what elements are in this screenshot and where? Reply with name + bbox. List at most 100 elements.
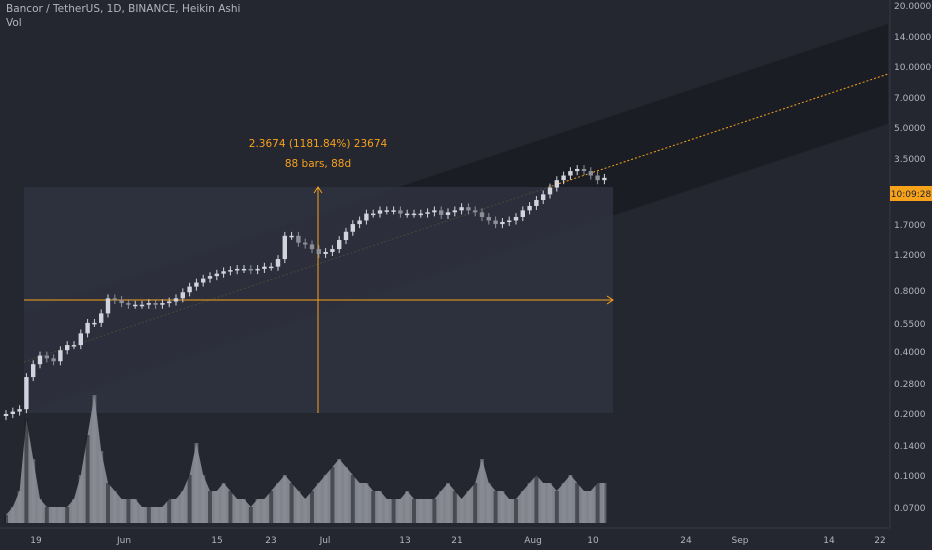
price-tick-label: 0.1400	[894, 442, 926, 452]
candle-body	[214, 273, 219, 277]
volume-bar	[133, 499, 138, 523]
volume-bar	[160, 507, 165, 523]
candle-body	[391, 210, 396, 212]
volume-bar	[38, 499, 42, 523]
volume-bar	[174, 499, 178, 523]
price-tick-label: 0.4000	[894, 348, 926, 358]
candle-body	[235, 268, 240, 271]
measure-label-change: 2.3674 (1181.84%) 23674	[249, 138, 388, 150]
volume-bar	[262, 499, 267, 523]
volume-bar	[282, 475, 287, 523]
candle-body	[255, 268, 260, 271]
volume-bar	[310, 491, 314, 523]
candle-body	[323, 251, 328, 254]
candle-body	[207, 276, 213, 279]
volume-bar	[561, 483, 566, 523]
volume-bar	[344, 467, 348, 523]
volume-bar	[10, 507, 15, 523]
volume-bar	[4, 515, 8, 523]
candle-body	[459, 207, 464, 211]
volume-bar	[473, 483, 478, 523]
volume-bar	[201, 475, 206, 523]
volume-bar	[303, 499, 308, 523]
price-tick-label: 0.8000	[894, 287, 926, 297]
candle-body	[316, 249, 321, 254]
volume-bar	[296, 491, 301, 523]
time-axis[interactable]: 19 Jun 15 23 Jul 13 21 Aug 10 24 Sep 14 22	[30, 536, 885, 546]
volume-bar	[412, 499, 416, 523]
candle-body	[425, 212, 430, 214]
volume-bar	[72, 499, 76, 523]
candle-body	[228, 270, 233, 272]
volume-bar	[126, 499, 131, 523]
candle-body	[262, 266, 267, 269]
candle-body	[71, 345, 77, 347]
candle-body	[364, 213, 369, 221]
volume-bar	[439, 491, 444, 523]
candle-body	[58, 350, 63, 362]
volume-bar	[568, 475, 573, 523]
candle-body	[201, 278, 206, 283]
volume-bar	[194, 443, 199, 523]
volume-bar	[146, 507, 151, 523]
time-tick-label: 23	[265, 536, 276, 546]
candle-body	[309, 244, 315, 250]
candle-body	[493, 220, 498, 225]
time-tick-label: 15	[211, 536, 222, 546]
candle-body	[194, 282, 199, 287]
candle-body	[486, 216, 491, 221]
candle-body	[473, 210, 478, 213]
candle-body	[547, 187, 553, 195]
price-axis[interactable]: 20.0000 14.0000 10.0000 7.0000 5.0000 3.5000 1…	[894, 2, 931, 514]
volume-bar	[187, 475, 192, 523]
volume-bar	[466, 491, 471, 523]
candle-body	[588, 171, 593, 176]
candle-body	[282, 235, 287, 260]
volume-bar	[153, 507, 158, 523]
volume-bar	[289, 483, 294, 523]
symbol-title[interactable]: Bancor / TetherUS, 1D, BINANCE, Heikin A…	[6, 3, 241, 15]
candle-body	[167, 301, 172, 304]
candle-body	[405, 213, 410, 216]
price-tick-label: 0.5500	[894, 320, 926, 330]
time-tick-label: 22	[874, 536, 885, 546]
candle-body	[439, 210, 444, 215]
volume-bar	[350, 475, 355, 523]
candle-body	[119, 299, 124, 304]
volume-bar	[99, 451, 104, 523]
volume-bar	[500, 491, 505, 523]
volume-bar	[92, 395, 97, 523]
volume-bar	[269, 491, 274, 523]
candle-body	[153, 303, 158, 305]
price-tick-label: 3.5000	[894, 155, 926, 165]
candle-body	[173, 298, 179, 302]
indicator-label-vol[interactable]: Vol	[6, 17, 22, 29]
candle-body	[371, 213, 376, 216]
measure-label-bars: 88 bars, 88d	[285, 158, 351, 170]
time-tick-label: 13	[399, 536, 410, 546]
volume-bar	[520, 491, 525, 523]
candle-body	[452, 210, 457, 213]
volume-bar	[255, 499, 260, 523]
volume-bar	[214, 491, 219, 523]
price-tick-label: 0.0700	[894, 504, 926, 514]
volume-bar	[58, 507, 63, 523]
volume-bar	[391, 499, 396, 523]
chart-legend: Bancor / TetherUS, 1D, BINANCE, Heikin A…	[6, 2, 240, 30]
candle-body	[269, 266, 274, 269]
volume-bar	[534, 475, 539, 523]
candle-body	[275, 259, 281, 267]
price-tick-label: 0.1000	[894, 472, 926, 482]
volume-bar	[316, 483, 321, 523]
volume-bar	[507, 499, 512, 523]
candle-body	[561, 175, 566, 181]
volume-bar	[330, 467, 335, 523]
candle-body	[541, 194, 546, 200]
candle-body	[92, 322, 97, 325]
candle-body	[357, 220, 362, 225]
volume-bar	[85, 435, 90, 523]
candle-body	[568, 171, 573, 176]
volume-bar	[575, 483, 580, 523]
